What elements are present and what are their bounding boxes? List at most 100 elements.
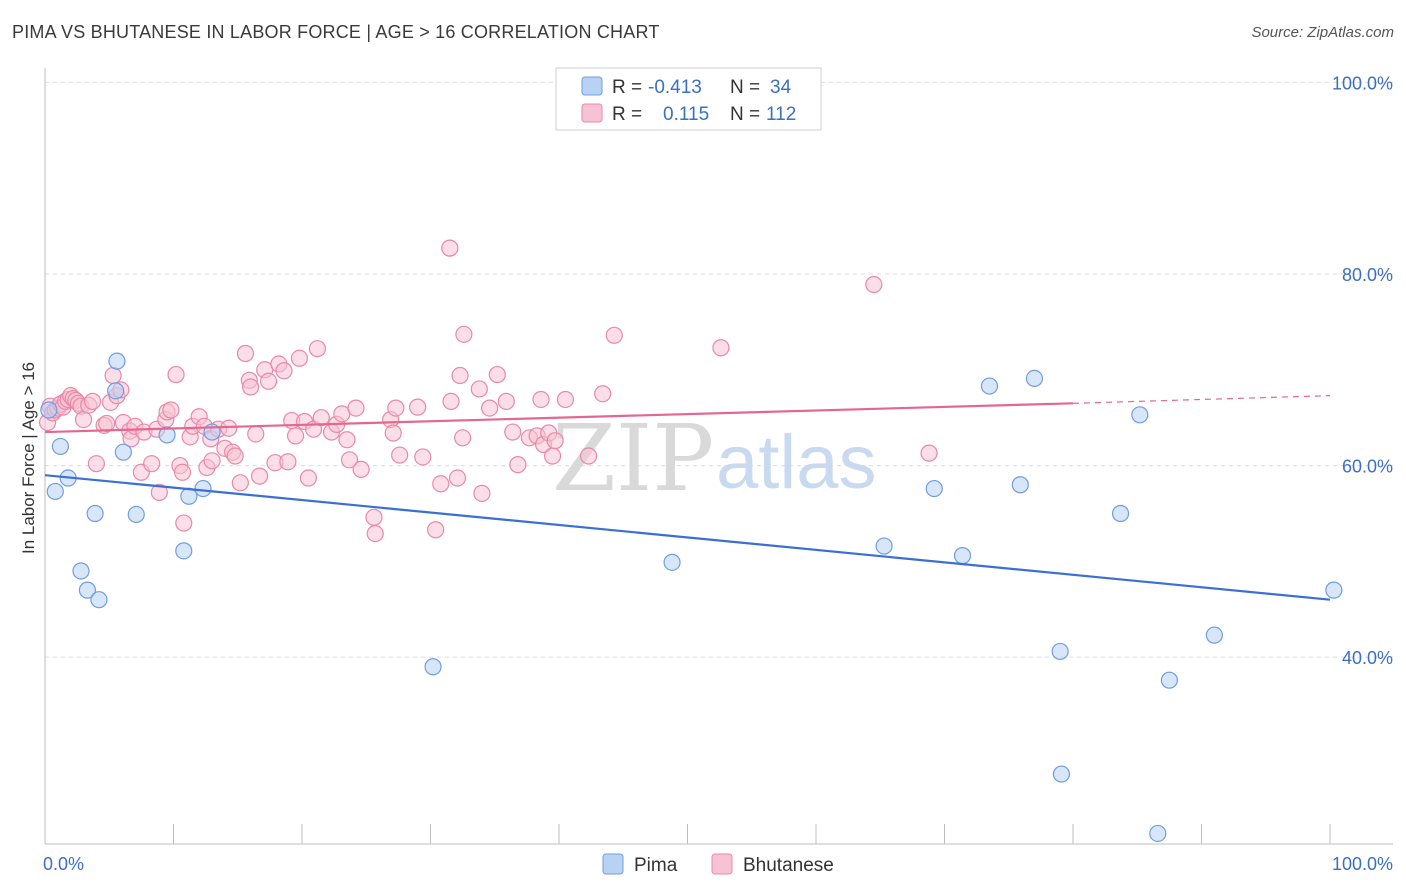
- bhutanese-point: [470, 380, 488, 398]
- bhutanese-point: [247, 425, 265, 443]
- bhutanese-point: [432, 475, 450, 493]
- pima-point: [46, 482, 64, 501]
- bhutanese-point: [556, 390, 575, 409]
- bhutanese-point: [98, 414, 116, 433]
- pima-point: [51, 437, 70, 456]
- bhutanese-point: [455, 325, 473, 343]
- bhutanese-point: [409, 398, 427, 416]
- pima-points: [40, 352, 1343, 843]
- bhutanese-point: [605, 326, 623, 344]
- bhutanese-point: [290, 349, 309, 367]
- legend-pima-n-value: 34: [770, 77, 792, 98]
- watermark-atlas: atlas: [716, 420, 877, 505]
- pima-point: [1052, 765, 1071, 783]
- bhutanese-point: [543, 447, 562, 465]
- watermark-zip: ZIP: [552, 405, 714, 512]
- bhutanese-point: [473, 484, 491, 502]
- y-axis-label: In Labor Force | Age > 16: [19, 362, 38, 554]
- bhutanese-point: [920, 444, 938, 462]
- y-tick-labels: 40.0% 60.0% 80.0% 100.0%: [1332, 73, 1393, 668]
- bhutanese-point: [366, 524, 384, 543]
- bhutanese-point: [448, 469, 467, 487]
- y-tick-label: 60.0%: [1342, 457, 1393, 477]
- bhutanese-point: [220, 419, 238, 437]
- bhutanese-point: [308, 340, 327, 358]
- legend-bhutanese-n-label: N =: [730, 104, 760, 125]
- bhutanese-point: [365, 508, 383, 526]
- bhutanese-point: [347, 399, 365, 417]
- legend-pima-swatch: [581, 76, 603, 96]
- x-tick-label-min: 0.0%: [43, 854, 84, 874]
- axes: [44, 68, 1393, 845]
- pima-point: [90, 591, 108, 609]
- bhutanese-point: [387, 399, 405, 417]
- bhutanese-point: [275, 362, 293, 380]
- bhutanese-point: [865, 275, 883, 294]
- y-tick-label: 40.0%: [1342, 648, 1393, 668]
- bhutanese-point: [83, 392, 102, 410]
- bhutanese-point: [74, 410, 93, 429]
- bhutanese-point: [162, 401, 180, 419]
- series-legend-pima-swatch: [602, 853, 624, 875]
- series-legend-bhutanese-label: Bhutanese: [743, 855, 834, 876]
- bhutanese-point: [259, 372, 278, 390]
- legend-bhutanese-swatch: [581, 103, 603, 123]
- bhutanese-point: [427, 521, 445, 539]
- pima-point: [1205, 626, 1223, 644]
- pima-point: [1160, 671, 1178, 689]
- pima-point: [1149, 824, 1167, 843]
- y-tick-label: 80.0%: [1342, 265, 1393, 285]
- x-tick-labels: 0.0% 100.0%: [43, 854, 1393, 874]
- pima-point: [72, 562, 90, 580]
- pima-point: [1051, 642, 1069, 661]
- bhutanese-point: [226, 447, 244, 465]
- legend-pima-n-label: N =: [730, 77, 760, 98]
- bhutanese-point: [441, 239, 459, 257]
- bhutanese-point: [167, 365, 185, 384]
- bhutanese-point: [497, 392, 515, 410]
- bhutanese-points: [38, 239, 938, 543]
- bhutanese-point: [384, 424, 402, 442]
- bhutanese-point: [250, 467, 269, 485]
- bhutanese-point: [391, 446, 409, 464]
- series-legend-bhutanese-swatch: [711, 853, 733, 875]
- series-legend-pima-label: Pima: [634, 855, 678, 876]
- bhutanese-point: [340, 451, 359, 469]
- pima-point: [953, 547, 972, 565]
- pima-point: [1325, 581, 1343, 599]
- bhutanese-point: [150, 483, 168, 502]
- chart-title: PIMA VS BHUTANESE IN LABOR FORCE | AGE >…: [12, 22, 660, 42]
- pima-point: [925, 479, 943, 498]
- legend-pima-r-value: -0.413: [648, 77, 702, 98]
- pima-point: [1025, 369, 1044, 387]
- bhutanese-point: [175, 514, 193, 532]
- source-label: Source: ZipAtlas.com: [1251, 24, 1394, 41]
- pima-point: [158, 426, 176, 444]
- pima-point: [663, 553, 681, 571]
- pima-point: [1011, 476, 1029, 494]
- bhutanese-point: [236, 344, 255, 363]
- bhutanese-point: [546, 432, 564, 450]
- legend-bhutanese-n-value: 112: [766, 104, 796, 125]
- bhutanese-point: [451, 366, 469, 385]
- bhutanese-point: [173, 463, 192, 481]
- bhutanese-point: [594, 385, 612, 403]
- bhutanese-point: [286, 427, 305, 445]
- bhutanese-point: [242, 378, 260, 396]
- bhutanese-point: [312, 409, 330, 427]
- bhutanese-point: [532, 390, 550, 409]
- pima-point: [175, 542, 193, 560]
- bhutanese-point: [231, 474, 249, 492]
- bhutanese-point: [299, 469, 318, 487]
- pima-point: [78, 581, 97, 599]
- bhutanese-point: [414, 448, 432, 466]
- pima-point: [114, 443, 132, 461]
- gridlines: [45, 81, 1393, 658]
- bhutanese-point: [488, 365, 506, 384]
- y-tick-label: 100.0%: [1332, 73, 1393, 93]
- legend-bhutanese-r-label: R =: [612, 104, 642, 125]
- pima-point: [875, 537, 893, 555]
- bhutanese-point: [352, 460, 370, 479]
- bhutanese-trend-line: [44, 402, 1074, 434]
